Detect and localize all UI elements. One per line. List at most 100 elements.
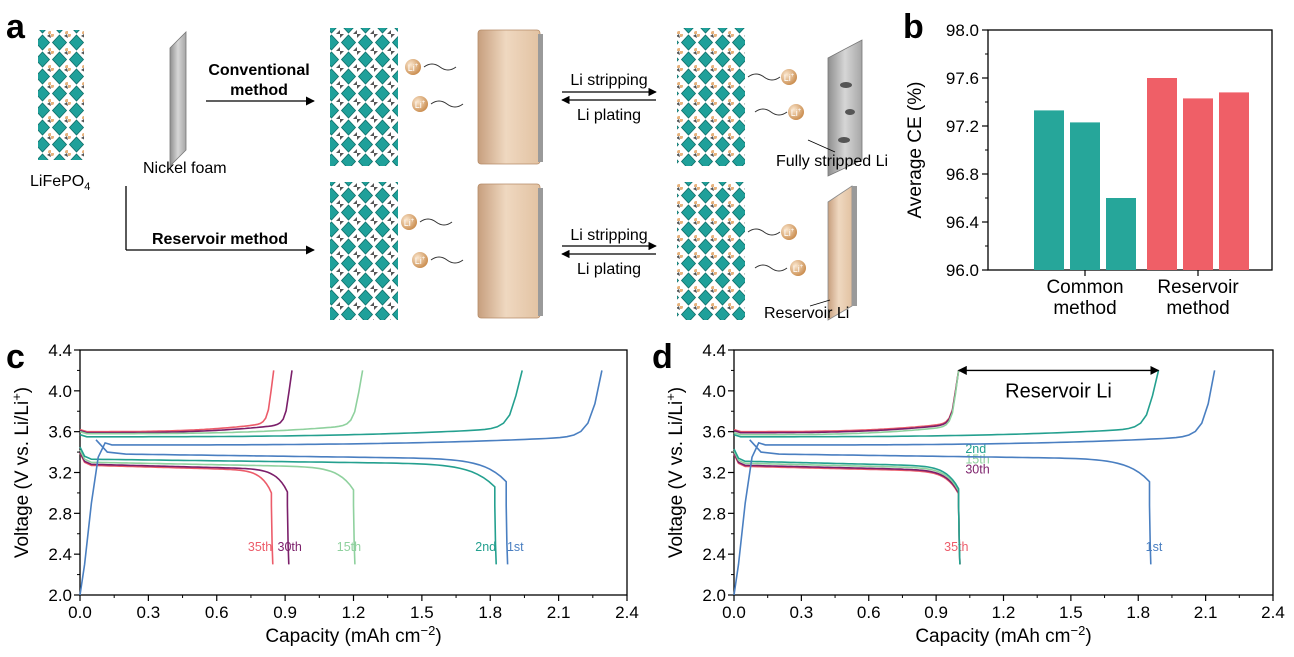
discharge-curve-15th — [79, 449, 356, 565]
y-tick-label: 4.4 — [702, 341, 726, 360]
cathode-crystal-top-left — [330, 28, 398, 166]
y-tick-label: 97.2 — [946, 117, 979, 136]
reservoir-li-label: Reservoir Li — [764, 305, 849, 322]
conventional-label-line2: method — [230, 82, 288, 99]
curve-label-1st: 1st — [1146, 540, 1163, 554]
curve-label-15th: 15th — [337, 540, 361, 554]
x-category-label: Reservoir — [1157, 277, 1239, 298]
charge-curve-35th — [79, 370, 275, 433]
svg-text:Li+: Li+ — [415, 100, 426, 110]
conventional-label-line1: Conventional — [208, 62, 309, 79]
li-ion-top-1: Li+ — [405, 59, 457, 75]
y-tick-label: 96.4 — [946, 213, 979, 232]
x-category-label: method — [1166, 298, 1229, 319]
x-tick-label: 1.8 — [478, 603, 502, 622]
charge-curve-2nd — [733, 370, 1160, 438]
x-tick-label: 2.4 — [615, 603, 639, 622]
y-axis-title: Average CE (%) — [905, 82, 926, 219]
li-ion-bottom-3: Li+ — [747, 224, 797, 240]
stripping-label-bottom: Li stripping — [570, 227, 647, 244]
discharge-curve-1st — [749, 439, 1152, 565]
discharge-curve-15th — [733, 450, 961, 565]
panel-letter-c: c — [6, 338, 25, 376]
bar — [1070, 122, 1100, 271]
y-tick-label: 2.8 — [48, 504, 72, 523]
discharge-curve-35th — [733, 453, 961, 565]
panel-letter-a: a — [6, 8, 26, 46]
charge-curve-30th — [733, 370, 960, 434]
x-tick-label: 0.6 — [857, 603, 881, 622]
x-tick-label: 0.9 — [273, 603, 297, 622]
discharge-curve-1st — [95, 439, 509, 565]
svg-text:Li+: Li+ — [408, 63, 419, 73]
bar — [1219, 92, 1249, 271]
nickel-foam-sheet — [169, 31, 187, 167]
y-tick-label: 98.0 — [946, 21, 979, 40]
charge-curve-2nd — [79, 370, 523, 438]
x-tick-label: 1.2 — [342, 603, 366, 622]
x-tick-label: 0.0 — [68, 603, 92, 622]
discharge-curve-30th — [733, 452, 961, 565]
x-tick-label: 2.1 — [1194, 603, 1218, 622]
charge-curve-15th — [733, 370, 960, 436]
curve-label-30th: 30th — [278, 540, 302, 554]
li-ion-top-4: Li+ — [754, 104, 804, 120]
nickel-foam-label: Nickel foam — [143, 160, 227, 177]
y-tick-label: 3.2 — [702, 464, 726, 483]
discharge-curve-35th — [79, 452, 274, 565]
discharge-curve-2nd — [79, 446, 497, 565]
y-tick-label: 2.0 — [48, 586, 72, 605]
x-tick-label: 1.5 — [410, 603, 434, 622]
y-tick-label: 97.6 — [946, 69, 979, 88]
reservoir-li-sheet — [827, 185, 853, 321]
li-ion-top-3: Li+ — [747, 69, 797, 85]
discharge-curve-30th — [79, 451, 290, 565]
x-tick-label: 0.0 — [722, 603, 746, 622]
lithium-block-top — [477, 29, 541, 165]
x-tick-label: 1.8 — [1126, 603, 1150, 622]
charge-curve-15th — [79, 370, 364, 435]
panel-a-schematic: a LiFePO4 Nickel foam Conventional metho… — [6, 8, 888, 322]
plot-frame — [733, 349, 1274, 596]
y-tick-label: 3.6 — [48, 423, 72, 442]
lifepo4-label: LiFePO4 — [30, 173, 90, 193]
charge-curve-35th — [733, 370, 960, 433]
panel-c-line-chart: c 0.0 0.3 0.6 0.9 1.2 1.5 1.8 2.1 2.4 2.0 2.4 2.8 3.… — [6, 338, 639, 647]
curve-label-35th: 35th — [248, 540, 272, 554]
bar — [1034, 110, 1064, 271]
plating-label-bottom: Li plating — [577, 261, 641, 278]
panel-letter-b: b — [903, 8, 924, 46]
y-tick-label: 2.8 — [702, 504, 726, 523]
x-axis-title: Capacity (mAh cm−2) — [265, 623, 441, 647]
cathode-crystal-bottom-left — [330, 182, 398, 320]
curve-label-30th: 30th — [965, 463, 989, 477]
svg-text:Li+: Li+ — [793, 264, 804, 274]
svg-text:Li+: Li+ — [404, 218, 415, 228]
discharge-curve-2nd — [733, 448, 961, 565]
panel-d-line-chart: d 0.0 0.3 0.6 0.9 1.2 1.5 1.8 2.1 2.4 2.0 2.4 2.8 3.… — [652, 338, 1285, 647]
x-tick-label: 2.1 — [547, 603, 571, 622]
curve-label-15th: 15th — [965, 452, 989, 466]
y-tick-label: 4.0 — [702, 382, 726, 401]
curve-label-1st: 1st — [507, 540, 524, 554]
li-ion-top-2: Li+ — [412, 96, 464, 112]
li-ion-bottom-2: Li+ — [412, 252, 464, 268]
x-category-label: Common — [1046, 277, 1123, 298]
y-axis-title: Voltage (V vs. Li/Li+) — [9, 387, 33, 558]
cathode-crystal-bottom-right — [677, 182, 745, 320]
y-tick-label: 3.2 — [48, 464, 72, 483]
reservoir-li-annotation: Reservoir Li — [1005, 380, 1112, 402]
li-ion-bottom-4: Li+ — [754, 260, 806, 276]
y-tick-label: 2.4 — [702, 545, 726, 564]
curve-label-35th: 35th — [944, 540, 968, 554]
svg-text:Li+: Li+ — [784, 228, 795, 238]
stripped-foam-sheet — [827, 39, 863, 177]
x-tick-label: 0.9 — [924, 603, 948, 622]
bar — [1183, 98, 1213, 271]
cathode-crystal-top-right — [677, 28, 745, 166]
fully-stripped-label: Fully stripped Li — [776, 153, 888, 170]
plating-label-top: Li plating — [577, 107, 641, 124]
charge-curve-30th — [79, 370, 293, 434]
x-tick-label: 1.2 — [992, 603, 1016, 622]
